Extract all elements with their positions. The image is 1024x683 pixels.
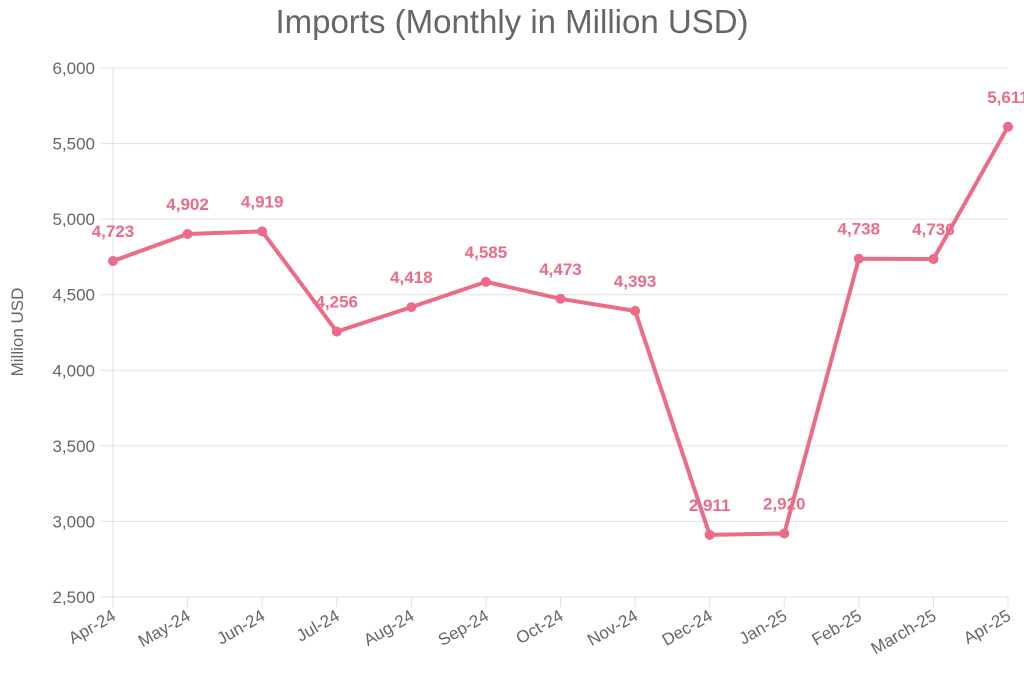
data-point[interactable] (853, 253, 864, 264)
data-label: 4,418 (390, 268, 433, 287)
y-tick-label: 5,500 (52, 135, 95, 154)
y-axis-title: Million USD (8, 288, 27, 377)
x-tick-label: Apr-24 (65, 606, 119, 648)
data-point[interactable] (704, 529, 715, 540)
y-tick-label: 4,000 (52, 361, 95, 380)
x-tick-label: Nov-24 (584, 606, 641, 650)
series-line (112, 125, 1010, 537)
chart-title: Imports (Monthly in Million USD) (275, 3, 749, 40)
data-label: 2,911 (689, 496, 731, 515)
y-tick-label: 5,000 (52, 210, 95, 229)
data-label: 4,393 (614, 272, 657, 291)
x-tick-label: Aug-24 (360, 606, 417, 650)
data-label: 4,738 (838, 220, 881, 239)
x-tick-label: Sep-24 (435, 606, 492, 650)
data-point[interactable] (779, 528, 790, 539)
axes: 2,500 3,000 3,500 4,000 4,500 5,000 5,500 6,000… (52, 59, 1014, 658)
data-point[interactable] (1003, 121, 1013, 132)
data-point[interactable] (406, 302, 417, 313)
x-tick-label: Jan-25 (736, 606, 791, 648)
data-label: 4,585 (465, 243, 508, 262)
data-label: 4,902 (166, 195, 209, 214)
x-tick-label: May-24 (135, 606, 194, 651)
x-tick-label: Oct-24 (513, 606, 567, 648)
data-label: 4,736 (912, 220, 955, 239)
y-tick-label: 3,000 (52, 512, 95, 531)
x-tick-label: March-25 (868, 606, 940, 658)
data-labels: 4,723 4,902 4,919 4,256 4,418 4,585 4,473 4,393… (92, 88, 1024, 515)
data-point[interactable] (928, 254, 939, 265)
series-layer (108, 121, 1013, 540)
data-point[interactable] (480, 276, 491, 287)
data-point[interactable] (555, 293, 566, 304)
data-label: 4,919 (241, 192, 284, 211)
data-label: 5,611 (987, 88, 1024, 107)
y-tick-label: 6,000 (52, 59, 95, 78)
y-tick-label: 3,500 (52, 437, 95, 456)
gridlines (101, 67, 1009, 607)
data-label: 2,920 (763, 495, 806, 514)
x-tick-label: Dec-24 (659, 606, 716, 650)
data-point[interactable] (331, 326, 342, 337)
x-tick-label: Jun-24 (214, 606, 269, 648)
data-point[interactable] (630, 305, 641, 316)
x-tick-label: Feb-25 (809, 606, 865, 649)
data-label: 4,723 (92, 222, 135, 241)
x-tick-label: Jul-24 (293, 606, 343, 646)
y-tick-label: 2,500 (52, 588, 95, 607)
x-tick-label: Apr-25 (960, 606, 1014, 648)
data-label: 4,473 (539, 260, 582, 279)
data-point[interactable] (182, 228, 193, 239)
y-tick-label: 4,500 (52, 286, 95, 305)
data-label: 4,256 (315, 293, 358, 312)
data-point[interactable] (257, 226, 268, 237)
data-point[interactable] (108, 256, 118, 267)
